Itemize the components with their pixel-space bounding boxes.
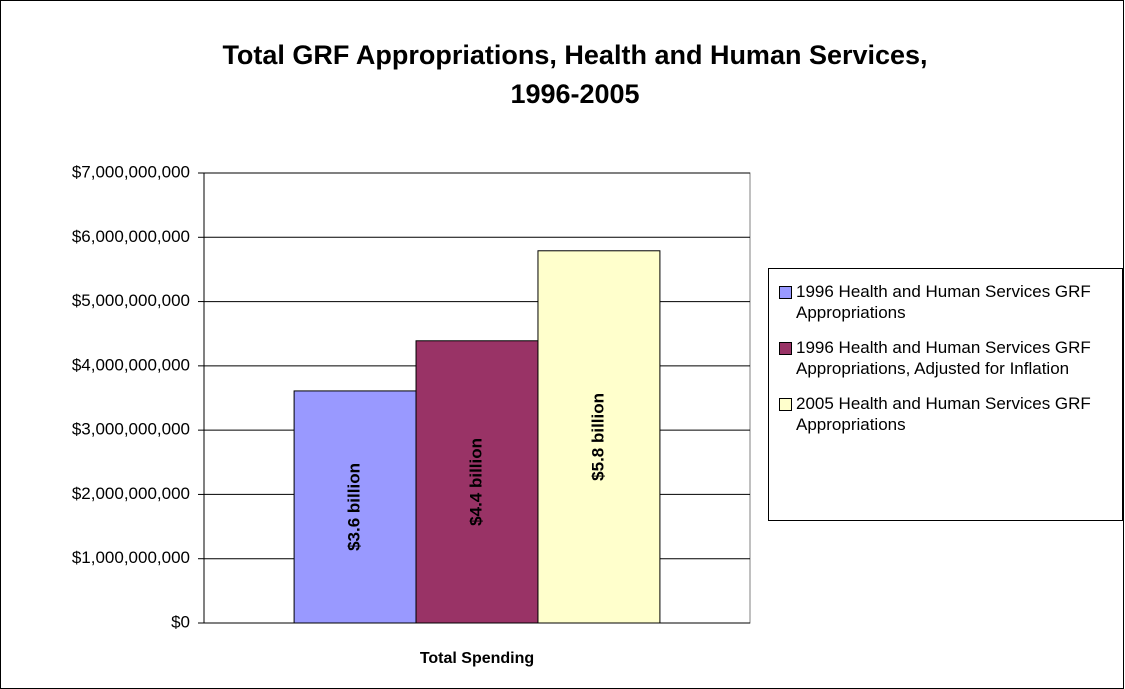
legend: 1996 Health and Human Services GRF Appro… <box>768 268 1123 521</box>
bar <box>415 340 539 624</box>
legend-item: 1996 Health and Human Services GRF Appro… <box>779 281 1122 323</box>
legend-label: 1996 Health and Human Services GRF Appro… <box>796 338 1091 378</box>
legend-swatch <box>779 342 792 355</box>
y-tick-label: $2,000,000,000 <box>72 484 190 503</box>
y-tick-label: $1,000,000,000 <box>72 548 190 567</box>
chart-title: 1996-2005 <box>510 79 639 109</box>
legend-swatch <box>779 286 792 299</box>
legend-swatch <box>779 398 792 411</box>
y-tick-label: $4,000,000,000 <box>72 355 190 374</box>
legend-item: 2005 Health and Human Services GRF Appro… <box>779 393 1122 435</box>
y-tick-label: $5,000,000,000 <box>72 291 190 310</box>
y-tick-label: $6,000,000,000 <box>72 227 190 246</box>
y-tick-label: $7,000,000,000 <box>72 162 190 181</box>
x-tick-label: Total Spending <box>420 650 534 667</box>
y-tick-label: $0 <box>171 612 190 631</box>
bar <box>293 390 417 624</box>
value-label: $5.8 billion <box>588 393 607 481</box>
bar <box>537 250 661 624</box>
legend-item: 1996 Health and Human Services GRF Appro… <box>779 337 1122 379</box>
value-label: $3.6 billion <box>345 463 364 551</box>
legend-label: 2005 Health and Human Services GRF Appro… <box>796 394 1091 434</box>
legend-label: 1996 Health and Human Services GRF Appro… <box>796 282 1091 322</box>
y-tick-label: $3,000,000,000 <box>72 420 190 439</box>
value-label: $4.4 billion <box>466 438 485 526</box>
chart-title: Total GRF Appropriations, Health and Hum… <box>222 40 927 70</box>
